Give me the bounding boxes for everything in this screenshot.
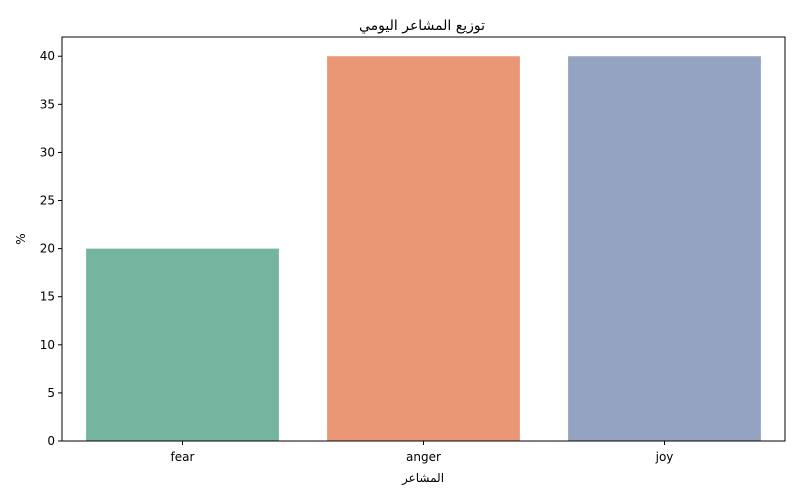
- y-tick-label: 40: [40, 49, 55, 63]
- y-tick-label: 15: [40, 290, 55, 304]
- bar-fear: [86, 248, 279, 441]
- plot-frame: [61, 36, 786, 442]
- y-tick-label: 25: [40, 194, 55, 208]
- y-tick-label: 20: [40, 242, 55, 256]
- x-axis-ticks: fear anger joy: [171, 441, 674, 464]
- x-tick-label: joy: [655, 450, 674, 464]
- chart-title: توزيع المشاعر اليومي: [359, 18, 485, 34]
- y-tick-label: 35: [40, 97, 55, 111]
- y-tick-label: 30: [40, 145, 55, 159]
- y-tick-label: 10: [40, 338, 55, 352]
- x-tick-label: anger: [406, 450, 441, 464]
- y-tick-label: 0: [47, 434, 55, 448]
- y-axis-label: %: [14, 233, 28, 244]
- y-axis-ticks: 0 5 10 15 20 25 30 35 40: [40, 49, 62, 448]
- y-tick-label: 5: [47, 386, 55, 400]
- bars-group: [86, 56, 761, 441]
- x-axis-label: المشاعر: [401, 471, 444, 486]
- bar-joy: [568, 56, 761, 441]
- bar-anger: [327, 56, 520, 441]
- x-tick-label: fear: [171, 450, 195, 464]
